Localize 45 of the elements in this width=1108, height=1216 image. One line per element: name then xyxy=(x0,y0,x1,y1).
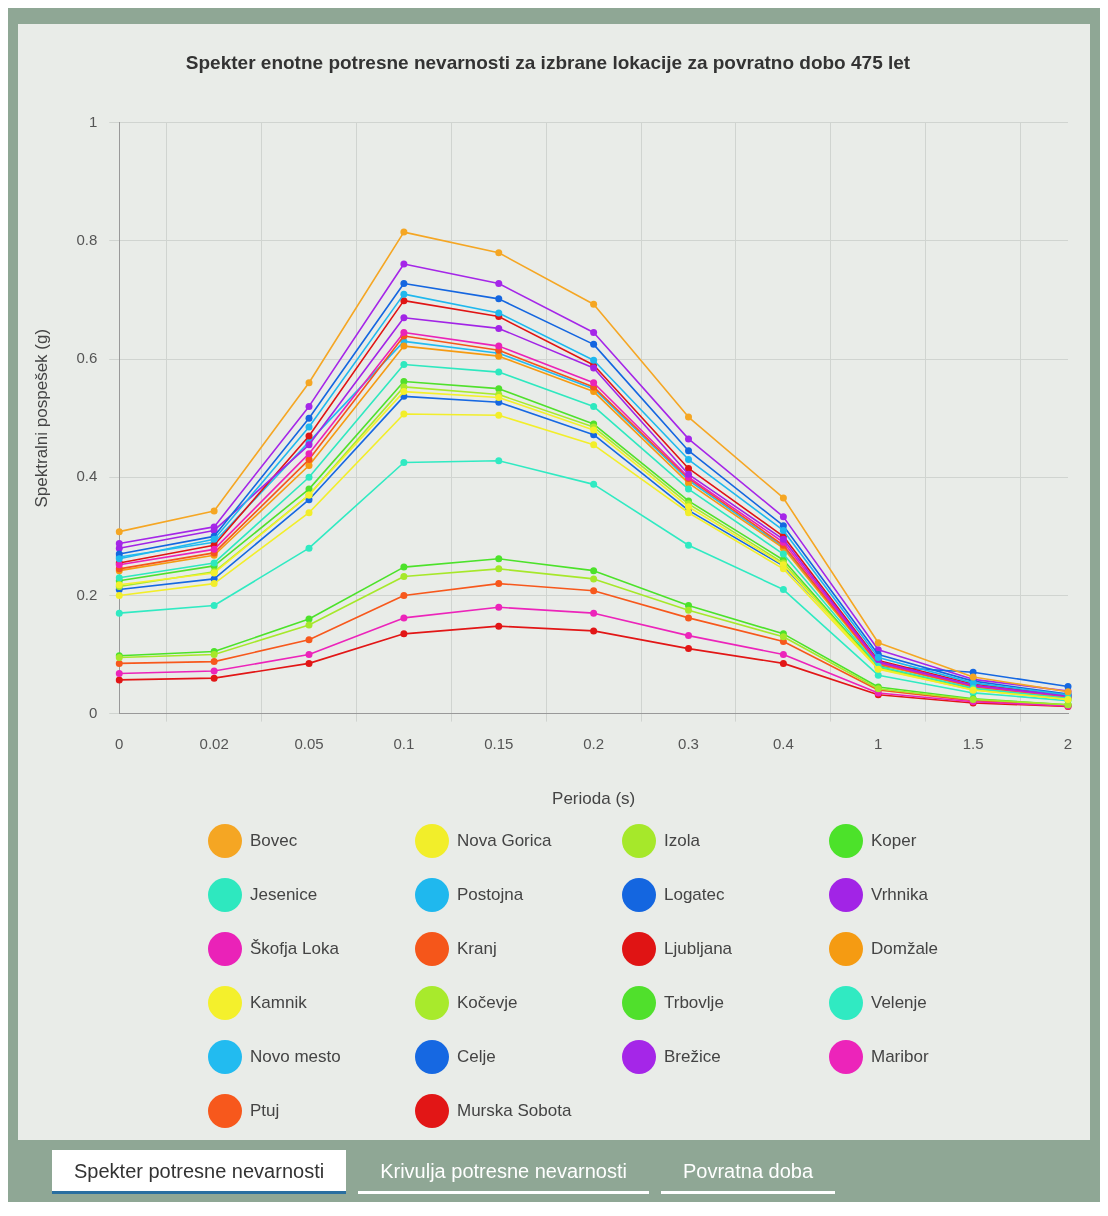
legend-label: Logatec xyxy=(664,885,725,905)
legend-label: Novo mesto xyxy=(250,1047,341,1067)
x-tick-label: 1.5 xyxy=(962,734,984,752)
legend-label: Nova Gorica xyxy=(457,831,552,851)
tab: Krivulja potresne nevarnosti xyxy=(358,1150,649,1194)
legend-label: Trbovlje xyxy=(664,993,724,1013)
legend-label: Kranj xyxy=(457,939,497,959)
legend-label: Kamnik xyxy=(250,993,307,1013)
legend-label: Maribor xyxy=(871,1047,929,1067)
legend-label: Škofja Loka xyxy=(250,939,339,959)
y-tick-label: 0.8 xyxy=(76,231,98,249)
x-axis-title: Perioda (s) xyxy=(552,789,636,809)
x-tick-label: 1 xyxy=(874,734,883,752)
legend-label: Vrhnika xyxy=(871,885,929,905)
tab: Spekter potresne nevarnosti xyxy=(52,1150,347,1194)
y-tick-label: 0.2 xyxy=(76,585,98,603)
x-tick-label: 0.15 xyxy=(484,734,514,752)
legend-label: Kočevje xyxy=(457,993,518,1013)
legend-label: Murska Sobota xyxy=(457,1101,572,1121)
legend-label: Jesenice xyxy=(250,885,318,905)
legend-label: Bovec xyxy=(250,831,298,851)
y-tick-label: 0.4 xyxy=(76,467,98,485)
x-tick-label: 0.02 xyxy=(199,734,229,752)
y-axis-title: Spektralni pospešek (g) xyxy=(31,328,51,508)
legend-label: Izola xyxy=(664,831,700,851)
x-tick-label: 0.3 xyxy=(678,734,699,752)
legend-label: Celje xyxy=(457,1047,496,1067)
x-tick-label: 0.4 xyxy=(772,734,794,752)
y-tick-label: 0 xyxy=(88,703,98,721)
legend-label: Domžale xyxy=(871,939,939,959)
legend-label: Ljubljana xyxy=(664,939,733,959)
legend-label: Ptuj xyxy=(250,1101,280,1121)
x-tick-label: 0 xyxy=(115,734,124,752)
y-tick-label: 0.6 xyxy=(76,349,98,367)
chart-title: Spekter enotne potresne nevarnosti za izbrane lokacije za povratno dobo 475 let xyxy=(185,51,911,73)
x-tick-label: 0.1 xyxy=(393,734,415,752)
x-tick-label: 0.2 xyxy=(583,734,605,752)
legend-label: Postojna xyxy=(457,885,524,905)
x-tick-label: 0.05 xyxy=(294,734,324,752)
tab: Povratna doba xyxy=(660,1150,836,1194)
y-tick-label: 1 xyxy=(88,112,98,130)
legend-label: Koper xyxy=(871,831,917,851)
x-tick-label: 2 xyxy=(1063,734,1073,752)
legend-label: Brežice xyxy=(664,1047,721,1067)
legend-label: Velenje xyxy=(871,993,927,1013)
